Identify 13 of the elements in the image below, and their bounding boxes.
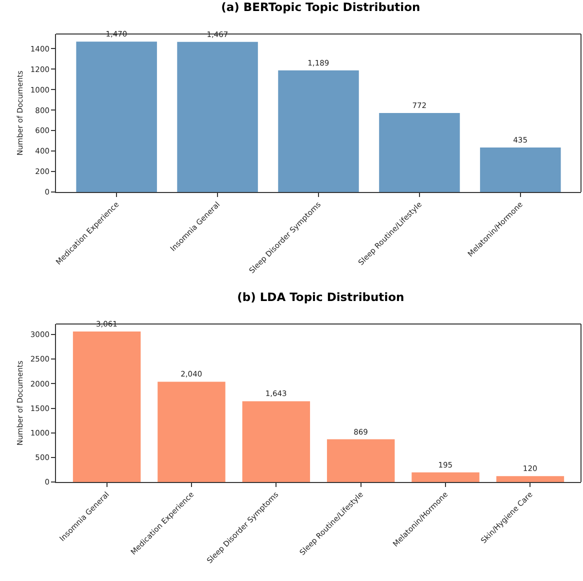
bar (158, 382, 226, 482)
chart-title: (a) BERTopic Topic Distribution (221, 0, 420, 14)
bar (480, 147, 561, 192)
bar (177, 42, 258, 192)
bar (76, 42, 157, 192)
bar (496, 476, 564, 482)
bar (326, 439, 395, 482)
bar (72, 332, 141, 482)
bar (278, 70, 359, 192)
chart-title: (b) LDA Topic Distribution (237, 290, 404, 304)
bar (412, 472, 480, 482)
bar (242, 401, 310, 482)
bar (379, 113, 460, 192)
